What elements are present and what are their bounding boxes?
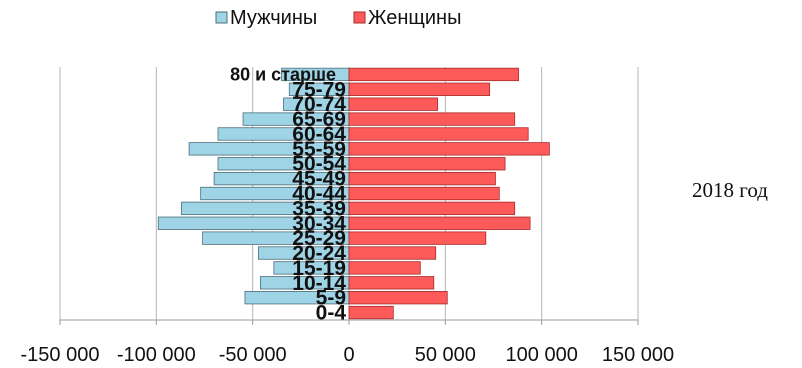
category-label: 5-9 <box>316 287 346 310</box>
x-tick-label: 0 <box>343 344 354 366</box>
bars <box>157 67 550 320</box>
x-tick-label: -100 000 <box>117 344 196 366</box>
category-label: 75-79 <box>292 78 346 101</box>
bar-women-10-14 <box>348 276 435 290</box>
category-label: 45-49 <box>292 168 346 191</box>
legend-swatch <box>215 11 228 24</box>
legend: Мужчины Женщины <box>215 7 461 29</box>
bar-women-45-49 <box>348 171 496 186</box>
bar-women-75-79 <box>348 82 491 96</box>
bar-women-55-59 <box>348 142 550 156</box>
x-tick-label: -150 000 <box>21 344 100 366</box>
bar-women-60-64 <box>348 127 529 141</box>
bar-women-25-29 <box>348 231 487 245</box>
category-label: 35-39 <box>292 197 346 220</box>
bar-women-5-9 <box>348 291 448 305</box>
x-axis: -150 000 -100 000 -50 000 0 50 000 100 000 150… <box>21 319 674 366</box>
category-label: 70-74 <box>292 93 346 116</box>
bar-women-20-24 <box>348 246 437 260</box>
bar-women-40-44 <box>348 186 500 201</box>
category-label: 30-34 <box>292 212 346 235</box>
category-label: 55-59 <box>292 138 346 161</box>
legend-swatch <box>353 11 366 24</box>
category-labels: 0-45-910-1415-1920-2425-2930-3435-3940-4… <box>230 64 346 324</box>
x-tick-label: 150 000 <box>602 344 674 366</box>
category-label: 65-69 <box>292 108 346 131</box>
legend-label: Мужчины <box>230 7 317 29</box>
category-label: 60-64 <box>292 123 346 146</box>
legend-label: Женщины <box>368 7 461 29</box>
x-tick-label: -50 000 <box>219 344 287 366</box>
category-label: 80 и старше <box>230 64 336 84</box>
bar-women-35-39 <box>348 201 516 216</box>
category-label: 0-4 <box>316 302 347 325</box>
category-label: 50-54 <box>292 153 346 176</box>
bar-women-70-74 <box>348 97 439 111</box>
year-label: 2018 год <box>692 178 768 202</box>
category-label: 10-14 <box>292 272 346 295</box>
bar-women-50-54 <box>348 157 506 171</box>
bar-women-65-69 <box>348 112 516 126</box>
category-label: 20-24 <box>292 242 346 265</box>
bar-women-0-4 <box>348 305 394 320</box>
category-label: 25-29 <box>292 227 346 250</box>
x-tick-label: 50 000 <box>415 344 476 366</box>
bar-women-15-19 <box>348 261 421 275</box>
category-label: 40-44 <box>292 183 346 206</box>
bar-women-80-и-старше <box>348 67 519 82</box>
bar-women-30-34 <box>348 216 531 230</box>
x-tick-label: 100 000 <box>506 344 578 366</box>
category-label: 15-19 <box>292 257 346 280</box>
